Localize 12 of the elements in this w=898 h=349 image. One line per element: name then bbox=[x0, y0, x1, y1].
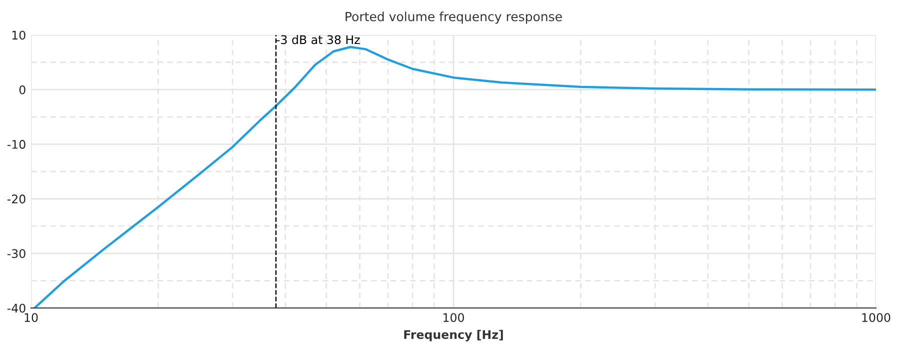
chart-title: Ported volume frequency response bbox=[346, 12, 562, 24]
y-tick-label: -30 bbox=[7, 249, 26, 258]
y-tick-label: -40 bbox=[7, 304, 26, 313]
y-tick-label: -10 bbox=[7, 140, 26, 149]
x-tick-label: 100 bbox=[444, 313, 464, 322]
y-tick-label: -20 bbox=[7, 194, 26, 204]
y-tick-label: 0 bbox=[19, 85, 26, 94]
x-axis-title: Frequency [Hz] bbox=[404, 330, 503, 342]
x-tick-label: 10 bbox=[24, 313, 38, 322]
x-tick-label: 1000 bbox=[862, 313, 890, 322]
y-tick-label: 10 bbox=[12, 30, 26, 40]
ref-line-label: -3 dB at 38 Hz bbox=[276, 35, 360, 44]
